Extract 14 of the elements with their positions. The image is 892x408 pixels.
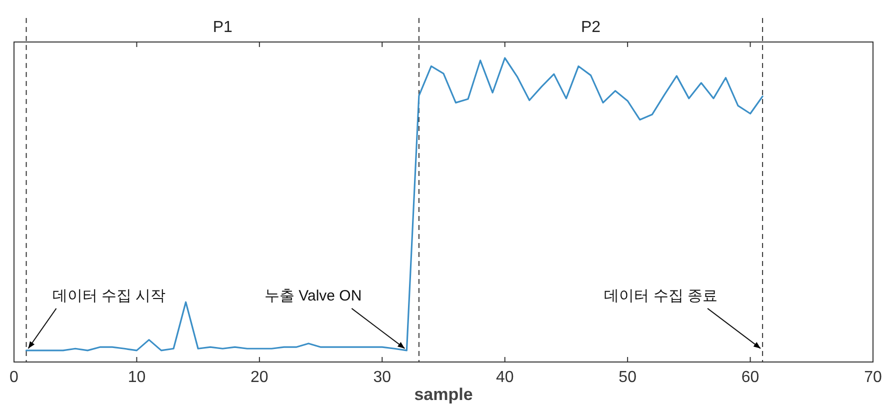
x-tick-label: 50: [618, 369, 637, 386]
x-tick-label: 40: [496, 369, 514, 386]
text: P1: [212, 19, 232, 36]
annotation: 데이터 수집 종료: [604, 287, 718, 304]
x-tick-label: 0: [10, 369, 19, 386]
x-axis-title: sample: [414, 385, 473, 404]
x-tick-label: 10: [128, 369, 146, 386]
x-tick-label: 60: [741, 369, 760, 386]
x-tick-label: 20: [250, 369, 268, 386]
annotation: 누출 Valve ON: [264, 287, 362, 304]
x-tick-label: 30: [373, 369, 392, 386]
text: P2: [580, 19, 601, 36]
annotation: 데이터 수집 시작: [52, 287, 166, 304]
x-tick-label: 70: [864, 369, 882, 386]
